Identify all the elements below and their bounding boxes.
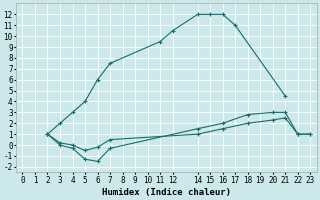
X-axis label: Humidex (Indice chaleur): Humidex (Indice chaleur)	[102, 188, 231, 197]
